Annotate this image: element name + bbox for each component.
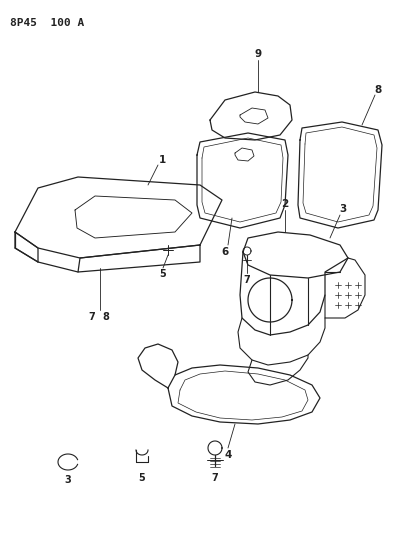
Text: 8: 8 [375,85,382,95]
Text: 1: 1 [158,155,165,165]
Text: 7: 7 [211,473,219,483]
Text: 7: 7 [89,312,95,322]
Text: 9: 9 [254,49,262,59]
Text: 8P45  100 A: 8P45 100 A [10,18,84,28]
Text: 5: 5 [160,269,166,279]
Text: 7: 7 [244,275,250,285]
Text: 4: 4 [224,450,232,460]
Text: 2: 2 [281,199,288,209]
Text: 8: 8 [103,312,109,322]
Text: 6: 6 [221,247,229,257]
Text: 3: 3 [64,475,72,485]
Text: 5: 5 [139,473,145,483]
Text: 3: 3 [340,204,347,214]
